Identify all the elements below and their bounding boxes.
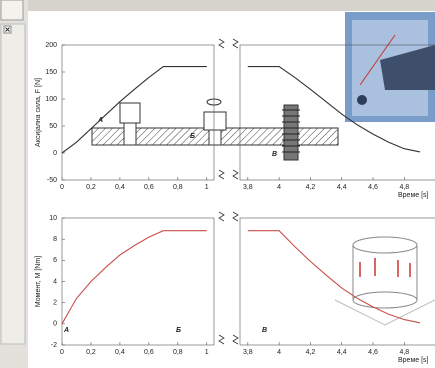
x-tick-label: 0,4 xyxy=(115,184,125,191)
x-tick-label: 1 xyxy=(205,349,209,356)
x-tick-label: 0,2 xyxy=(86,184,96,191)
x-tick-label: 0,8 xyxy=(173,184,183,191)
y-axis-label: Момент, M [Nm] xyxy=(35,256,42,307)
x-tick-label: 4,8 xyxy=(399,184,409,191)
y-tick-label: 2 xyxy=(53,300,57,307)
x-tick-label: 3,8 xyxy=(243,184,253,191)
y-tick-label: 150 xyxy=(45,69,57,76)
annotation: В xyxy=(262,327,267,334)
cylinder-illustration xyxy=(334,236,435,326)
y-axis-label: Аксијална сила, F [N] xyxy=(35,78,42,147)
x-tick-label: 0 xyxy=(60,184,64,191)
x-tick-label: 1 xyxy=(205,184,209,191)
y-tick-label: -50 xyxy=(47,177,57,184)
y-tick-label: 50 xyxy=(49,123,57,130)
x-tick-label: 3,8 xyxy=(243,349,253,356)
y-tick-label: 8 xyxy=(53,236,57,243)
x-tick-label: 4,2 xyxy=(306,349,316,356)
plot-area xyxy=(239,217,435,346)
close-button[interactable] xyxy=(3,25,12,34)
y-tick-label: -2 xyxy=(51,342,57,349)
plot-area xyxy=(61,44,215,181)
y-tick-label: 0 xyxy=(53,321,57,328)
y-tick-label: 100 xyxy=(45,96,57,103)
x-tick-label: 4 xyxy=(277,349,281,356)
toolbar xyxy=(0,0,435,11)
gear-illustration xyxy=(345,12,435,122)
x-tick-label: 4,4 xyxy=(337,349,347,356)
data-line xyxy=(61,230,421,325)
y-tick-label: 10 xyxy=(49,215,57,222)
x-tick-label: 4,4 xyxy=(337,184,347,191)
y-tick-label: 4 xyxy=(53,278,57,285)
x-tick-label: 0,6 xyxy=(144,184,154,191)
y-tick-label: 6 xyxy=(53,257,57,264)
annotation: Б xyxy=(190,133,195,140)
axis-break xyxy=(218,211,239,345)
axis-break xyxy=(218,38,239,180)
x-axis-label: Време [s] xyxy=(398,192,429,199)
x-axis-label: Време [s] xyxy=(398,357,429,364)
x-tick-label: 4,2 xyxy=(306,184,316,191)
x-tick-label: 4,6 xyxy=(368,349,378,356)
y-tick-label: 0 xyxy=(53,150,57,157)
y-tick-label: 200 xyxy=(45,42,57,49)
panel-list xyxy=(0,23,26,345)
annotation: В xyxy=(272,151,277,158)
data-line xyxy=(61,66,421,154)
x-tick-label: 0,2 xyxy=(86,349,96,356)
x-tick-label: 4,6 xyxy=(368,184,378,191)
panel-box xyxy=(0,0,24,21)
x-tick-label: 4 xyxy=(277,184,281,191)
annotation: Б xyxy=(176,327,181,334)
x-tick-label: 4,8 xyxy=(399,349,409,356)
plot-area xyxy=(239,44,435,181)
x-tick-label: 0,4 xyxy=(115,349,125,356)
x-tick-label: 0,8 xyxy=(173,349,183,356)
x-tick-label: 0,6 xyxy=(144,349,154,356)
x-tick-label: 0 xyxy=(60,349,64,356)
annotation: А xyxy=(63,327,69,334)
inset-schematic xyxy=(91,98,339,161)
